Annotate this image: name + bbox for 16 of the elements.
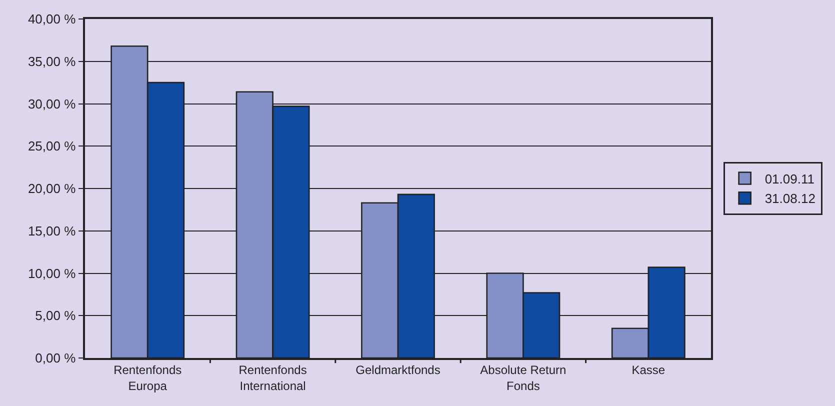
y-tick-label: 35,00 % [28,54,76,69]
y-tick-label: 30,00 % [28,96,76,112]
legend-label: 01.09.11 [764,171,814,186]
y-tick-label: 40,00 % [28,12,76,27]
x-tick-label: Rentenfonds Europa [114,363,182,393]
y-tick-label: 25,00 % [28,138,76,154]
y-tick-label: 0,00 % [35,350,76,366]
x-tick-label: Kasse [632,363,666,378]
y-tick-label: 20,00 % [28,181,76,196]
x-tick-label: Geldmarktfonds [356,363,440,378]
y-tick-label: 10,00 % [28,266,76,281]
legend-label: 31.08.12 [764,191,816,206]
x-tick-label: Rentenfonds International [238,363,307,393]
y-tick-label: 15,00 % [28,223,76,238]
y-tick-label: 5,00 % [35,308,76,324]
x-tick-label: Absolute Return Fonds [480,363,566,393]
